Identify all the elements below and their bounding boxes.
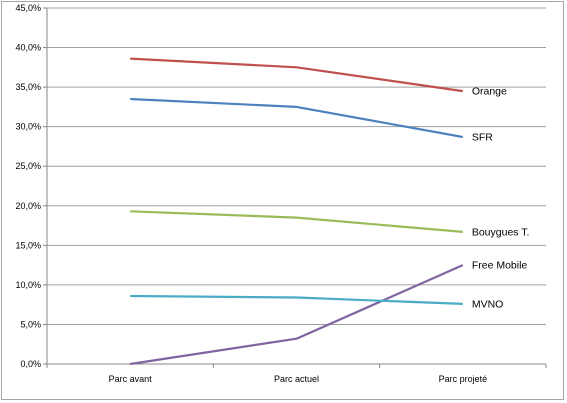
y-tick-label: 0,0% (20, 359, 41, 369)
x-tick-label: Parc actuel (274, 374, 319, 384)
series-line-4 (130, 294, 463, 305)
series-line-2 (130, 210, 463, 233)
y-tick-label: 35,0% (15, 82, 41, 92)
series-label: SFR (472, 131, 493, 143)
y-tick-label: 15,0% (15, 240, 41, 250)
x-tick-label: Parc projeté (439, 374, 488, 384)
y-tick-label: 5,0% (20, 319, 41, 329)
y-tick-label: 20,0% (15, 201, 41, 211)
series-line-3 (130, 264, 464, 366)
x-tick-label: Parc avant (109, 374, 153, 384)
series-line-1 (130, 97, 463, 139)
y-tick-label: 10,0% (15, 280, 41, 290)
y-tick-label: 45,0% (15, 3, 41, 13)
y-tick-label: 40,0% (15, 43, 41, 53)
series-label: Orange (472, 86, 507, 98)
series-line-0 (130, 57, 463, 93)
series-label: Bouygues T. (472, 226, 530, 238)
y-tick-label: 30,0% (15, 122, 41, 132)
series-label: MVNO (472, 298, 504, 310)
y-tick-label: 25,0% (15, 161, 41, 171)
series-label: Free Mobile (472, 260, 528, 272)
